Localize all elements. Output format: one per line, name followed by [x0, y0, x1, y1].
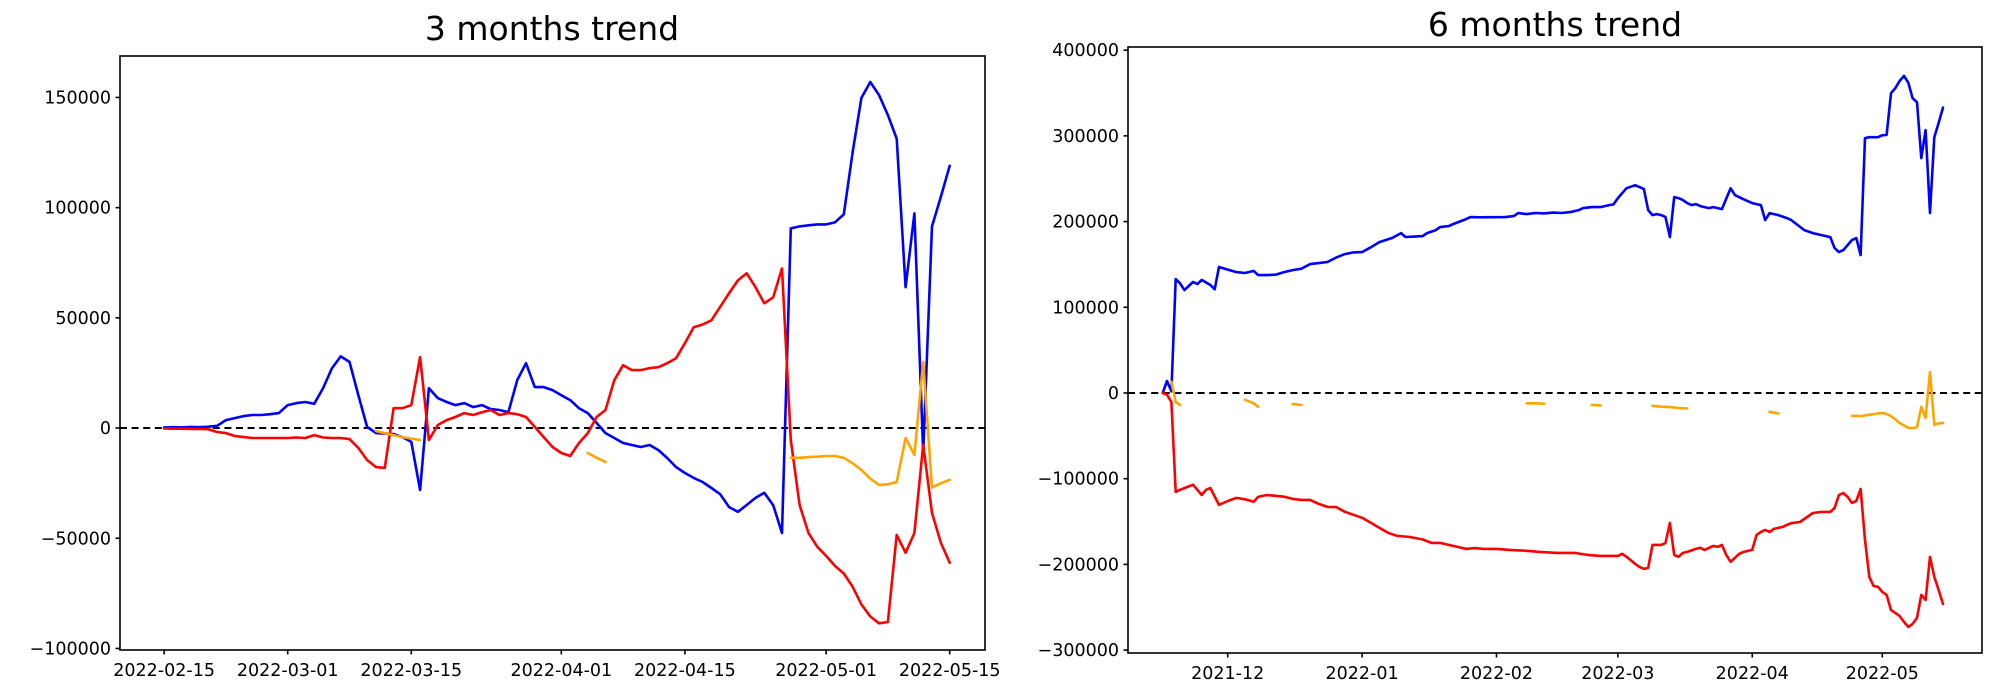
y-tick-label: 0: [1108, 384, 1119, 404]
y-tick-label: −200000: [1038, 555, 1119, 575]
orange-series-line: [1768, 410, 1780, 415]
x-tick-label: 2022-05-15: [899, 661, 1001, 681]
y-tick-label: 100000: [44, 199, 111, 219]
orange-series-line: [789, 360, 951, 489]
y-tick-label: 0: [100, 419, 111, 439]
orange-series-line: [1243, 398, 1260, 408]
x-tick-label: 2022-05: [1846, 664, 1919, 684]
chart-title-6-months: 6 months trend: [1428, 5, 1682, 44]
x-tick-label: 2022-04: [1716, 664, 1789, 684]
x-tick-label: 2022-04-01: [510, 661, 612, 681]
x-tick-label: 2021-12: [1191, 664, 1264, 684]
orange-series-line: [374, 429, 422, 442]
x-tick-label: 2022-04-15: [634, 661, 736, 681]
blue-series-line: [162, 80, 951, 535]
y-tick-label: −100000: [30, 639, 111, 659]
y-tick-label: 300000: [1052, 127, 1119, 147]
plot-area-6-months: 2021-12 2022-01 2022-02 2022-03 2022-04 2022-…: [1038, 41, 1983, 684]
y-tick-label: 200000: [1052, 213, 1119, 233]
y-tick-label: 100000: [1052, 298, 1119, 318]
y-tick-label: 50000: [55, 309, 111, 329]
x-tick-label: 2022-05-01: [775, 661, 877, 681]
blue-series-line: [1161, 74, 1945, 395]
y-tick-label: −300000: [1038, 641, 1119, 661]
x-tick-label: 2022-03: [1581, 664, 1654, 684]
y-tick-label: 400000: [1052, 41, 1119, 61]
x-tick-label: 2022-02-15: [113, 661, 215, 681]
x-tick-label: 2022-03-15: [360, 661, 462, 681]
x-tick-label: 2022-02: [1460, 664, 1533, 684]
red-series-line: [162, 267, 951, 625]
y-tick-label: −100000: [1038, 470, 1119, 490]
red-series-line: [1161, 391, 1945, 629]
plot-area-3-months: 2022-02-15 2022-03-01 2022-03-15 2022-04-01…: [30, 55, 1001, 681]
x-tick-label: 2022-03-01: [237, 661, 339, 681]
orange-series-line: [1170, 380, 1182, 407]
orange-series-line: [1651, 404, 1689, 410]
orange-series-line: [1291, 402, 1303, 407]
chart-title-3-months: 3 months trend: [425, 9, 679, 48]
y-tick-label: 150000: [44, 88, 111, 108]
plot-frame: [119, 55, 986, 651]
orange-series-line: [1850, 370, 1945, 430]
orange-series-line: [586, 451, 607, 464]
y-tick-label: −50000: [41, 529, 111, 549]
plot-frame: [1127, 46, 1983, 654]
x-tick-label: 2022-01: [1326, 664, 1399, 684]
